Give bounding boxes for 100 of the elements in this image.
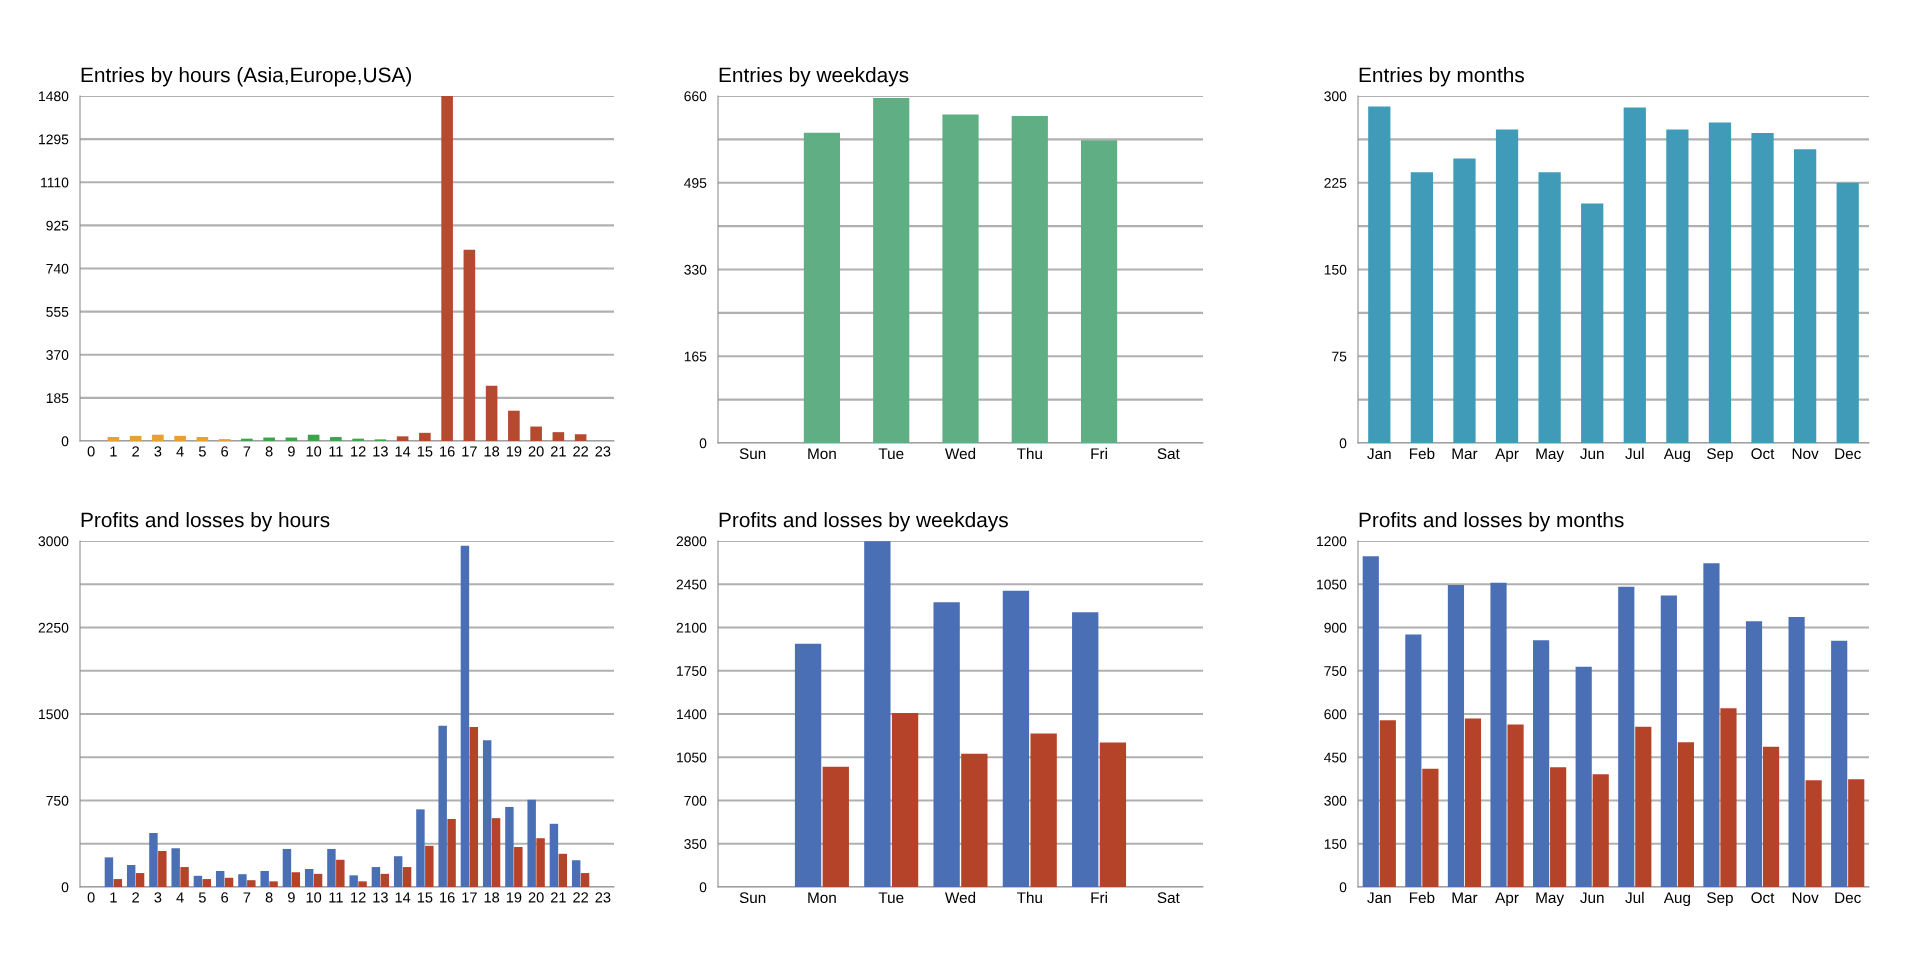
x-tick-label: Fri: [1091, 447, 1107, 459]
x-tick-label: Nov: [1792, 892, 1819, 904]
x-tick-label: 23: [595, 892, 611, 903]
y-tick-label: 1050: [677, 752, 707, 763]
bar: [1507, 724, 1524, 887]
bar: [1072, 612, 1099, 887]
x-tick-label: 2: [132, 892, 139, 903]
chart-title: Entries by hours (Asia,Europe,USA): [81, 67, 412, 87]
bar: [171, 848, 180, 887]
bar: [1635, 726, 1652, 887]
x-tick-label: 12: [351, 446, 366, 457]
x-tick-label: 8: [265, 446, 273, 457]
bar: [282, 848, 292, 887]
bar: [307, 434, 320, 441]
x-tick-label: 4: [176, 892, 184, 903]
bar: [247, 880, 256, 887]
y-tick-label: 1295: [39, 134, 69, 145]
x-tick-label: Mon: [808, 448, 836, 460]
y-tick-label: 0: [1339, 438, 1347, 449]
bar: [961, 753, 988, 887]
bar: [1422, 768, 1439, 887]
bar: [794, 643, 822, 887]
bar: [549, 823, 559, 887]
y-tick-label: 330: [684, 264, 707, 275]
x-tick-label: 1: [110, 446, 117, 457]
y-tick-label: 450: [1324, 752, 1347, 763]
x-tick-label: 23: [595, 446, 611, 457]
x-tick-label: Wed: [944, 447, 976, 460]
bar: [260, 870, 269, 887]
x-tick-label: Mar: [1452, 448, 1478, 460]
x-tick-label: Jun: [1580, 892, 1604, 904]
y-tick-label: 700: [684, 795, 707, 806]
x-tick-label: Sat: [1157, 448, 1180, 460]
bar: [1490, 582, 1507, 887]
bar: [527, 799, 536, 887]
bar: [933, 602, 960, 887]
bar: [1099, 742, 1127, 887]
bar: [1495, 129, 1519, 443]
x-tick-label: 19: [506, 892, 522, 903]
bar: [558, 853, 568, 887]
bar: [438, 725, 447, 887]
y-tick-label: 3000: [38, 536, 69, 547]
y-tick-label: 0: [61, 436, 69, 447]
bar: [1618, 586, 1635, 887]
x-tick-label: 10: [306, 892, 322, 903]
bar: [393, 856, 403, 887]
bar: [1708, 122, 1732, 443]
bar: [536, 838, 545, 887]
x-tick-label: Thu: [1016, 891, 1042, 904]
x-tick-label: Fri: [1091, 891, 1107, 903]
x-tick-label: 17: [462, 892, 477, 903]
x-tick-label: 7: [243, 892, 251, 903]
bar: [571, 860, 581, 887]
chart-title: Profits and losses by months: [1359, 512, 1624, 532]
y-tick-label: 900: [1324, 622, 1347, 633]
x-tick-label: 14: [395, 892, 411, 903]
bar: [349, 875, 358, 887]
bar: [1720, 708, 1737, 887]
bar: [1836, 182, 1859, 443]
y-tick-label: 2100: [676, 622, 707, 633]
x-tick-label: 21: [551, 892, 566, 903]
bar: [416, 809, 425, 887]
x-tick-label: 22: [573, 892, 588, 903]
y-tick-label: 1110: [41, 177, 69, 188]
bar: [152, 434, 164, 441]
x-tick-label: 4: [176, 446, 184, 457]
x-tick-label: 19: [506, 446, 522, 457]
bar: [113, 879, 123, 887]
bar: [180, 867, 189, 887]
y-tick-label: 75: [1332, 351, 1347, 362]
bar: [1410, 172, 1433, 443]
bar: [574, 434, 587, 441]
y-tick-label: 600: [1324, 709, 1347, 720]
x-tick-label: 6: [221, 446, 229, 457]
x-tick-label: 16: [440, 892, 455, 903]
x-tick-label: Feb: [1409, 447, 1435, 460]
x-tick-label: Sun: [739, 448, 766, 460]
bar: [196, 437, 209, 441]
bar: [463, 249, 476, 441]
bar: [1464, 718, 1482, 887]
bar: [1805, 780, 1822, 887]
x-tick-label: 20: [528, 446, 544, 457]
x-tick-label: Jun: [1580, 448, 1604, 460]
y-tick-label: 2250: [38, 622, 69, 633]
bar: [104, 857, 114, 887]
y-tick-label: 0: [699, 438, 707, 449]
y-tick-label: 185: [46, 393, 69, 404]
x-tick-label: 13: [373, 446, 388, 457]
x-tick-label: 1: [110, 892, 117, 903]
bar: [1405, 634, 1422, 887]
bar: [1592, 774, 1609, 887]
y-tick-label: 1050: [1317, 579, 1347, 590]
bar: [447, 818, 456, 887]
y-tick-label: 350: [684, 839, 707, 849]
y-tick-label: 300: [1324, 91, 1347, 102]
x-tick-label: 9: [288, 892, 295, 903]
bar: [269, 881, 278, 887]
bar: [1660, 595, 1677, 887]
bar: [1362, 556, 1379, 887]
y-tick-label: 0: [61, 882, 69, 893]
